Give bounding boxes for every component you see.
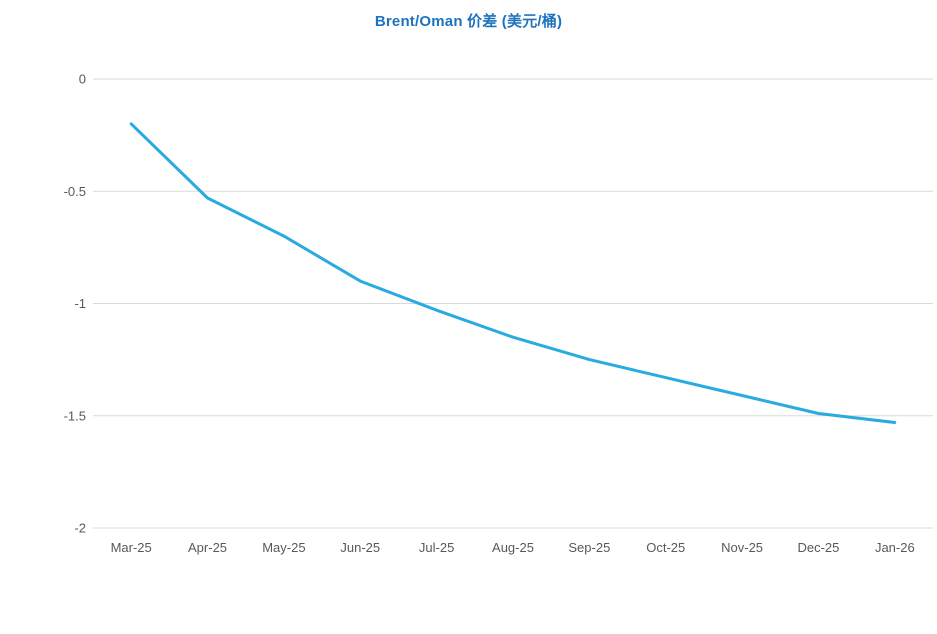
x-axis-tick-label: Dec-25 [797, 540, 839, 555]
x-axis-tick-label: Oct-25 [646, 540, 685, 555]
series-line [129, 122, 897, 424]
y-axis-tick-label: -1 [74, 296, 86, 311]
x-axis-tick-label: May-25 [262, 540, 305, 555]
y-axis-tick-label: -1.5 [64, 408, 86, 423]
x-axis-tick-label: Aug-25 [492, 540, 534, 555]
x-axis-tick-label: Jun-25 [340, 540, 380, 555]
x-axis-tick-label: Sep-25 [568, 540, 610, 555]
x-axis-tick-label: Apr-25 [188, 540, 227, 555]
x-axis-tick-label: Jul-25 [419, 540, 454, 555]
chart-title: Brent/Oman 价差 (美元/桶) [374, 13, 563, 30]
x-axis-tick-label: Mar-25 [111, 540, 152, 555]
y-axis-tick-label: 0 [79, 72, 86, 87]
y-axis-tick-label: -0.5 [64, 184, 86, 199]
x-axis-tick-label: Nov-25 [721, 540, 763, 555]
x-axis-tick-label: Jan-26 [875, 540, 915, 555]
y-axis-tick-label: -2 [74, 521, 86, 536]
